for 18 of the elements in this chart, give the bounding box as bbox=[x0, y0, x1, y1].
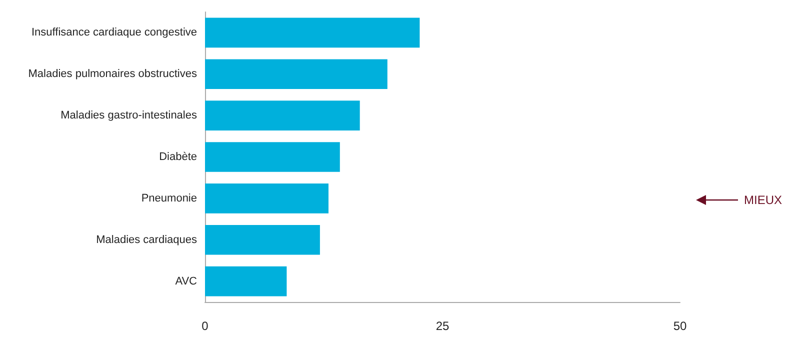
bar bbox=[205, 18, 420, 48]
y-tick-label: AVC bbox=[175, 275, 198, 288]
y-tick-label: Diabète bbox=[159, 151, 197, 163]
x-tick-label: 25 bbox=[436, 319, 450, 333]
bar bbox=[205, 59, 388, 90]
y-tick-label: Pneumonie bbox=[141, 192, 197, 204]
y-tick-label: Insuffisance cardiaque congestive bbox=[31, 26, 197, 39]
y-tick-label: Maladies pulmonaires obstructives bbox=[28, 68, 198, 80]
bar bbox=[205, 184, 328, 214]
bar bbox=[205, 100, 360, 130]
x-tick-label: 50 bbox=[673, 319, 687, 333]
x-tick-label: 0 bbox=[202, 319, 209, 333]
bar bbox=[205, 142, 340, 172]
bar bbox=[205, 224, 320, 255]
y-tick-label: Maladies gastro-intestinales bbox=[60, 110, 198, 122]
y-tick-label: Maladies cardiaques bbox=[96, 234, 198, 246]
bar bbox=[205, 266, 287, 296]
text: MIEUX bbox=[744, 193, 782, 207]
